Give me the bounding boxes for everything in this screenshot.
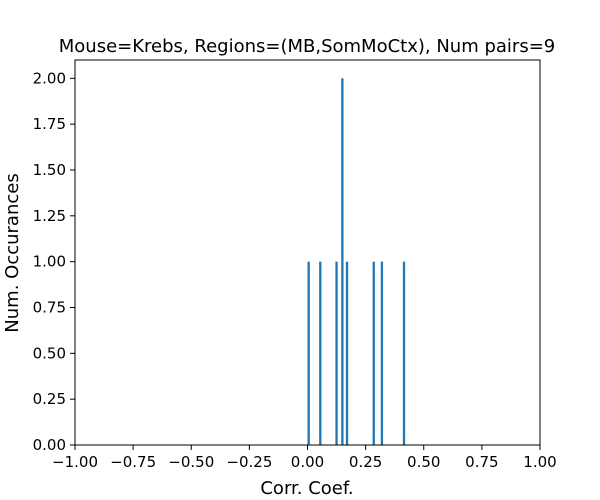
y-tick-label: 0.00: [33, 436, 66, 454]
y-tick-label: 1.50: [33, 161, 66, 179]
x-tick-label: 0.25: [349, 453, 382, 471]
y-tick-label: 1.25: [33, 207, 66, 225]
y-tick-label: 2.00: [33, 69, 66, 87]
x-tick-label: −0.50: [168, 453, 214, 471]
y-tick-label: 1.00: [33, 253, 66, 271]
x-tick-label: −0.75: [110, 453, 156, 471]
x-tick-label: 0.75: [465, 453, 498, 471]
histogram-bar: [380, 261, 384, 445]
histogram-bar: [402, 261, 406, 445]
x-tick-label: −1.00: [52, 453, 98, 471]
y-tick-label: 0.75: [33, 299, 66, 317]
histogram-bar: [335, 261, 338, 445]
y-axis-ticks: 0.00 0.25 0.50 0.75 1.00 1.25 1.50 1.75 2.00: [33, 69, 75, 454]
histogram-bar: [341, 78, 344, 445]
x-axis-ticks: −1.00 −0.75 −0.50 −0.25 0.00 0.25 0.50 0.75 1.00: [52, 445, 557, 471]
histogram-bar: [307, 261, 310, 445]
chart-title: Mouse=Krebs, Regions=(MB,SomMoCtx), Num …: [59, 36, 555, 57]
y-tick-label: 1.75: [33, 115, 66, 133]
y-tick-label: 0.50: [33, 344, 66, 362]
x-tick-label: 0.50: [407, 453, 440, 471]
histogram-bar: [372, 261, 375, 445]
x-axis-label: Corr. Coef.: [260, 478, 353, 499]
histogram-bar: [319, 261, 322, 445]
x-tick-label: −0.25: [226, 453, 272, 471]
bars-group: [307, 78, 406, 445]
histogram-bar: [345, 261, 349, 445]
y-axis-label: Num. Occurances: [2, 173, 23, 332]
x-tick-label: 0.00: [291, 453, 324, 471]
y-tick-label: 0.25: [33, 390, 66, 408]
x-tick-label: 1.00: [523, 453, 556, 471]
